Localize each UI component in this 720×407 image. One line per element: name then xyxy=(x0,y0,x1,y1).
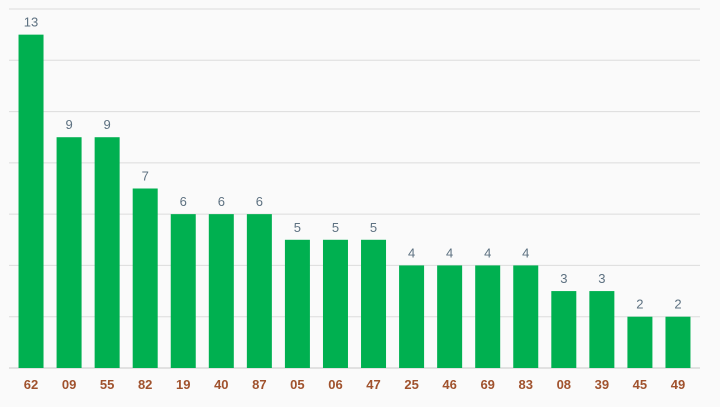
bar-value-label: 3 xyxy=(560,271,567,286)
bar xyxy=(437,265,463,368)
x-tick-label: 06 xyxy=(328,377,342,392)
x-tick-label: 46 xyxy=(442,377,456,392)
bar-value-label: 4 xyxy=(522,245,529,260)
x-tick-label: 25 xyxy=(404,377,418,392)
bar xyxy=(551,291,577,368)
bar xyxy=(475,265,501,368)
bar-value-label: 2 xyxy=(636,297,643,312)
bar xyxy=(132,188,158,368)
bar-value-label: 6 xyxy=(256,194,263,209)
x-tick-label: 87 xyxy=(252,377,266,392)
bar xyxy=(361,239,387,368)
x-axis-tick-labels: 62 09 55 82 19 40 87 05 06 47 25 46 69 83 08 39 45 49 xyxy=(24,377,685,392)
value-labels: 13 9 9 7 6 6 6 5 5 5 4 4 4 4 3 3 2 2 xyxy=(24,15,682,312)
bar-value-label: 4 xyxy=(484,245,491,260)
x-tick-label: 45 xyxy=(633,377,647,392)
bar xyxy=(56,137,82,368)
x-tick-label: 83 xyxy=(519,377,533,392)
gridlines xyxy=(9,8,700,369)
bar xyxy=(399,265,425,368)
x-tick-label: 09 xyxy=(62,377,76,392)
bar xyxy=(665,316,691,368)
bar-value-label: 9 xyxy=(104,117,111,132)
x-tick-label: 69 xyxy=(480,377,494,392)
bar-value-label: 2 xyxy=(674,297,681,312)
x-tick-label: 08 xyxy=(557,377,571,392)
x-tick-label: 49 xyxy=(671,377,685,392)
bars xyxy=(18,34,691,369)
bar xyxy=(18,34,44,369)
bar-value-label: 9 xyxy=(65,117,72,132)
x-tick-label: 62 xyxy=(24,377,38,392)
bar-value-label: 6 xyxy=(218,194,225,209)
bar xyxy=(246,214,272,368)
bar-value-label: 5 xyxy=(332,220,339,235)
bar-value-label: 5 xyxy=(370,220,377,235)
bar xyxy=(284,239,310,368)
bar-value-label: 6 xyxy=(180,194,187,209)
bar xyxy=(513,265,539,368)
x-tick-label: 19 xyxy=(176,377,190,392)
bar-value-label: 4 xyxy=(446,245,453,260)
bar xyxy=(170,214,196,368)
bar xyxy=(589,291,615,368)
bar xyxy=(208,214,234,368)
bar xyxy=(322,239,348,368)
x-tick-label: 82 xyxy=(138,377,152,392)
bar-value-label: 7 xyxy=(142,169,149,184)
bar-value-label: 13 xyxy=(24,15,38,30)
x-tick-label: 05 xyxy=(290,377,304,392)
bar-value-label: 4 xyxy=(408,245,415,260)
x-tick-label: 55 xyxy=(100,377,114,392)
bar xyxy=(627,316,653,368)
x-tick-label: 47 xyxy=(366,377,380,392)
x-tick-label: 40 xyxy=(214,377,228,392)
bar-value-label: 5 xyxy=(294,220,301,235)
bar-value-label: 3 xyxy=(598,271,605,286)
bar xyxy=(94,137,120,368)
x-tick-label: 39 xyxy=(595,377,609,392)
